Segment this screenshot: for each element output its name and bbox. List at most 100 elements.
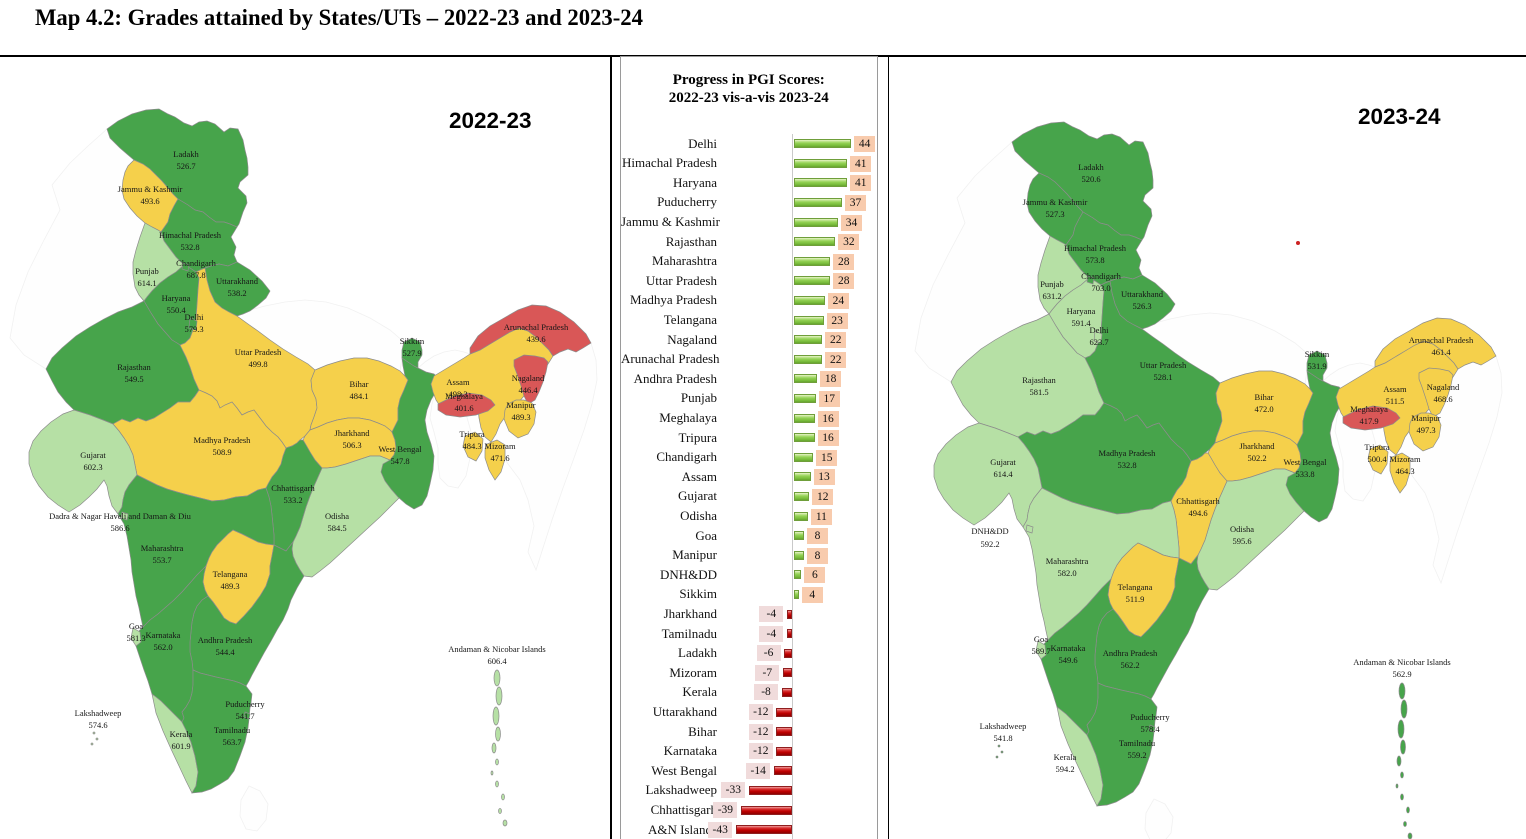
- svg-text:595.6: 595.6: [1232, 536, 1251, 546]
- svg-text:502.2: 502.2: [1247, 453, 1266, 463]
- svg-text:601.9: 601.9: [171, 741, 190, 751]
- svg-text:West Bengal: West Bengal: [379, 444, 423, 454]
- svg-text:506.3: 506.3: [342, 440, 361, 450]
- svg-text:Nagaland: Nagaland: [1427, 382, 1460, 392]
- svg-text:541.7: 541.7: [235, 711, 254, 721]
- svg-text:Delhi: Delhi: [1090, 325, 1110, 335]
- svg-text:Manipur: Manipur: [1411, 413, 1440, 423]
- svg-text:Andaman & Nicobar Islands: Andaman & Nicobar Islands: [1353, 657, 1451, 667]
- svg-text:563.7: 563.7: [222, 737, 241, 747]
- svg-text:592.2: 592.2: [980, 539, 999, 549]
- svg-text:Uttar Pradesh: Uttar Pradesh: [235, 347, 282, 357]
- svg-text:Sikkim: Sikkim: [1305, 349, 1330, 359]
- svg-text:Uttar Pradesh: Uttar Pradesh: [1140, 360, 1187, 370]
- svg-text:468.6: 468.6: [1433, 394, 1452, 404]
- svg-text:439.6: 439.6: [526, 334, 545, 344]
- svg-text:Madhya Pradesh: Madhya Pradesh: [1099, 448, 1157, 458]
- svg-text:508.9: 508.9: [212, 447, 231, 457]
- svg-text:497.3: 497.3: [1416, 425, 1435, 435]
- svg-text:484.3: 484.3: [462, 441, 481, 451]
- svg-text:Tamilnadu: Tamilnadu: [1119, 738, 1156, 748]
- svg-text:Tripura: Tripura: [459, 429, 484, 439]
- svg-text:Meghalaya: Meghalaya: [445, 391, 483, 401]
- svg-text:Himachal Pradesh: Himachal Pradesh: [1064, 243, 1127, 253]
- svg-text:Tripura: Tripura: [1364, 442, 1389, 452]
- svg-text:Gujarat: Gujarat: [80, 450, 106, 460]
- svg-text:579.3: 579.3: [184, 324, 203, 334]
- svg-text:Odisha: Odisha: [1230, 524, 1254, 534]
- svg-text:533.2: 533.2: [283, 495, 302, 505]
- svg-text:Punjab: Punjab: [1040, 279, 1064, 289]
- svg-text:Kerala: Kerala: [1054, 752, 1077, 762]
- svg-text:Maharashtra: Maharashtra: [1046, 556, 1089, 566]
- svg-text:Haryana: Haryana: [1067, 306, 1096, 316]
- svg-text:Mizoram: Mizoram: [484, 441, 516, 451]
- svg-text:Andhra Pradesh: Andhra Pradesh: [1103, 648, 1158, 658]
- svg-text:Kerala: Kerala: [170, 729, 193, 739]
- svg-text:562.2: 562.2: [1120, 660, 1139, 670]
- svg-text:Delhi: Delhi: [185, 312, 205, 322]
- svg-text:489.3: 489.3: [511, 412, 530, 422]
- svg-text:Nagaland: Nagaland: [512, 373, 545, 383]
- svg-text:589.7: 589.7: [1031, 646, 1050, 656]
- svg-text:494.6: 494.6: [1188, 508, 1207, 518]
- svg-text:Rajasthan: Rajasthan: [117, 362, 151, 372]
- svg-text:Ladakh: Ladakh: [1078, 162, 1104, 172]
- svg-text:489.3: 489.3: [220, 581, 239, 591]
- svg-text:553.7: 553.7: [152, 555, 171, 565]
- svg-text:Maharashtra: Maharashtra: [141, 543, 184, 553]
- svg-text:614.4: 614.4: [993, 469, 1013, 479]
- svg-text:526.7: 526.7: [176, 161, 195, 171]
- svg-text:Karnataka: Karnataka: [1051, 643, 1086, 653]
- svg-text:562.0: 562.0: [153, 642, 172, 652]
- svg-text:549.6: 549.6: [1058, 655, 1077, 665]
- svg-text:Arunachal Pradesh: Arunachal Pradesh: [1409, 335, 1474, 345]
- svg-text:Karnataka: Karnataka: [146, 630, 181, 640]
- svg-text:550.4: 550.4: [166, 305, 186, 315]
- svg-text:Dadra & Nagar Haveli and Daman: Dadra & Nagar Haveli and Daman & Diu: [49, 511, 192, 521]
- svg-text:578.4: 578.4: [1140, 724, 1160, 734]
- svg-text:547.8: 547.8: [390, 456, 409, 466]
- svg-text:Uttarakhand: Uttarakhand: [216, 276, 259, 286]
- svg-text:Manipur: Manipur: [506, 400, 535, 410]
- svg-text:461.4: 461.4: [1431, 347, 1451, 357]
- svg-text:Telangana: Telangana: [1118, 582, 1153, 592]
- svg-text:Chhattisgarh: Chhattisgarh: [271, 483, 315, 493]
- svg-text:484.1: 484.1: [349, 391, 368, 401]
- svg-text:602.3: 602.3: [83, 462, 102, 472]
- svg-text:511.9: 511.9: [1126, 594, 1145, 604]
- svg-text:511.5: 511.5: [1386, 396, 1405, 406]
- svg-text:446.4: 446.4: [518, 385, 538, 395]
- svg-text:573.8: 573.8: [1085, 255, 1104, 265]
- svg-text:401.6: 401.6: [454, 403, 473, 413]
- svg-text:531.9: 531.9: [1307, 361, 1326, 371]
- svg-text:Puducherry: Puducherry: [225, 699, 265, 709]
- svg-text:499.8: 499.8: [248, 359, 267, 369]
- svg-text:581.5: 581.5: [1029, 387, 1048, 397]
- svg-text:Andhra Pradesh: Andhra Pradesh: [198, 635, 253, 645]
- svg-text:581.3: 581.3: [126, 633, 145, 643]
- svg-text:584.5: 584.5: [327, 523, 346, 533]
- svg-text:Gujarat: Gujarat: [990, 457, 1016, 467]
- svg-text:Lakshadweep: Lakshadweep: [980, 721, 1027, 731]
- svg-text:DNH&DD: DNH&DD: [971, 526, 1008, 536]
- svg-text:Telangana: Telangana: [213, 569, 248, 579]
- svg-text:532.8: 532.8: [180, 242, 199, 252]
- svg-text:Madhya Pradesh: Madhya Pradesh: [194, 435, 252, 445]
- svg-text:471.6: 471.6: [490, 453, 509, 463]
- svg-text:591.4: 591.4: [1071, 318, 1091, 328]
- svg-text:Jharkhand: Jharkhand: [335, 428, 371, 438]
- svg-text:Punjab: Punjab: [135, 266, 159, 276]
- svg-text:Chhattisgarh: Chhattisgarh: [1176, 496, 1220, 506]
- svg-text:Lakshadweep: Lakshadweep: [75, 708, 122, 718]
- svg-text:631.2: 631.2: [1042, 291, 1061, 301]
- svg-text:527.3: 527.3: [1045, 209, 1064, 219]
- svg-text:541.8: 541.8: [993, 733, 1012, 743]
- svg-text:Jharkhand: Jharkhand: [1240, 441, 1276, 451]
- svg-text:528.1: 528.1: [1153, 372, 1172, 382]
- svg-text:533.8: 533.8: [1295, 469, 1314, 479]
- svg-text:594.2: 594.2: [1055, 764, 1074, 774]
- svg-text:Sikkim: Sikkim: [400, 336, 425, 346]
- svg-text:Puducherry: Puducherry: [1130, 712, 1170, 722]
- svg-text:Mizoram: Mizoram: [1389, 454, 1421, 464]
